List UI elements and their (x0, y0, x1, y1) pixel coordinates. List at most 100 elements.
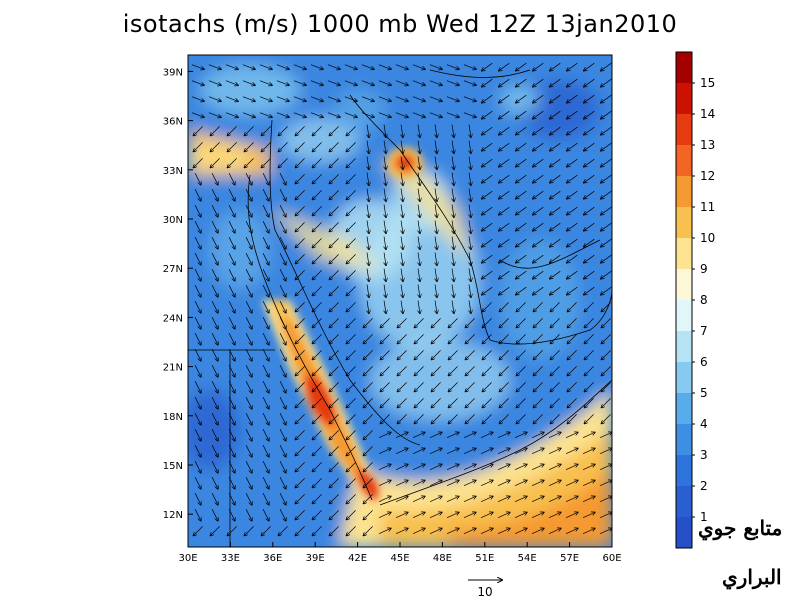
wind-vector (499, 366, 509, 375)
wind-vector (463, 64, 476, 70)
wind-vector (401, 124, 403, 138)
wind-vector (380, 366, 390, 375)
wind-vector (582, 512, 595, 518)
wind-vector (548, 432, 561, 438)
wind-vector (225, 80, 238, 86)
wind-vector (312, 366, 322, 375)
wind-vector (584, 414, 594, 423)
wind-vector (378, 432, 391, 438)
wind-vector (431, 398, 441, 407)
wind-vector (401, 300, 403, 314)
wind-vector (346, 526, 356, 535)
wind-vector (346, 430, 356, 439)
wind-vector (497, 432, 510, 438)
wind-vector (516, 302, 526, 311)
wind-vector (312, 446, 322, 455)
wind-vector (412, 112, 425, 118)
wind-vector (367, 188, 369, 202)
wind-vector (261, 126, 271, 135)
wind-vector (601, 142, 612, 151)
wind-vector (245, 205, 252, 217)
wind-vector (310, 96, 323, 102)
wind-vector (601, 350, 611, 359)
wind-vector (208, 80, 221, 86)
wind-vector (279, 317, 286, 329)
wind-vector (429, 496, 442, 502)
wind-vector (259, 64, 272, 70)
wind-vector (327, 96, 340, 102)
wind-vector (533, 174, 544, 183)
wind-vector (567, 302, 577, 311)
wind-vector (452, 300, 454, 314)
wind-vector (380, 350, 390, 359)
wind-vector (469, 252, 471, 266)
wind-vector (378, 528, 391, 534)
wind-vector (312, 126, 322, 135)
wind-vector (397, 318, 407, 327)
wind-vector (329, 430, 339, 439)
wind-vector (414, 382, 424, 391)
wind-vector (465, 350, 475, 359)
wind-vector (228, 221, 235, 233)
wind-vector (482, 238, 493, 247)
wind-vector (431, 414, 441, 423)
wind-vector (295, 526, 305, 535)
wind-vector (384, 172, 386, 186)
wind-vector (499, 94, 510, 103)
wind-vector (584, 270, 595, 279)
wind-vector (550, 206, 561, 215)
wind-vector (395, 80, 408, 86)
wind-vector (463, 528, 476, 534)
wind-vector (278, 158, 288, 167)
wind-vector (194, 477, 201, 489)
wind-vector (567, 350, 577, 359)
wind-vector (295, 382, 305, 391)
wind-vector (429, 448, 442, 454)
wind-vector (261, 158, 271, 167)
wind-vector (599, 432, 612, 438)
wind-vector (448, 398, 458, 407)
wind-vector (418, 236, 420, 250)
wind-vector (211, 317, 218, 329)
wind-vector (412, 96, 425, 102)
wind-vector (452, 284, 454, 298)
wind-vector (533, 286, 544, 295)
wind-vector (401, 268, 403, 282)
wind-vector (211, 333, 218, 345)
wind-vector (295, 174, 305, 183)
wind-vector (245, 445, 252, 457)
wind-vector (312, 382, 322, 391)
wind-vector (431, 318, 441, 327)
lon-tick-label: 48E (433, 553, 452, 564)
wind-vector (310, 80, 323, 86)
wind-vector (191, 96, 204, 102)
wind-vector (412, 432, 425, 438)
wind-vector (278, 142, 288, 151)
colorbar-swatch (676, 52, 692, 84)
wind-vector (482, 398, 492, 407)
wind-vector (567, 238, 578, 247)
wind-vector (452, 204, 454, 218)
wind-vector (516, 398, 526, 407)
wind-vector (465, 414, 475, 423)
wind-vector (262, 461, 269, 473)
wind-vector (395, 112, 408, 118)
wind-vector (312, 254, 322, 263)
wind-vector (329, 126, 339, 135)
wind-vector (514, 432, 527, 438)
wind-vector (533, 350, 543, 359)
wind-vector (363, 414, 373, 423)
wind-vector (295, 430, 305, 439)
wind-vector (601, 366, 611, 375)
wind-vector (329, 446, 339, 455)
wind-vector (211, 429, 218, 441)
wind-vector (259, 80, 272, 86)
wind-vector (401, 156, 403, 170)
wind-vector (312, 478, 322, 487)
wind-vector (463, 96, 476, 102)
wind-vector (499, 78, 510, 87)
wind-vector (194, 445, 201, 457)
wind-vector (499, 190, 510, 199)
wind-vector (228, 237, 235, 249)
wind-vector (516, 190, 527, 199)
